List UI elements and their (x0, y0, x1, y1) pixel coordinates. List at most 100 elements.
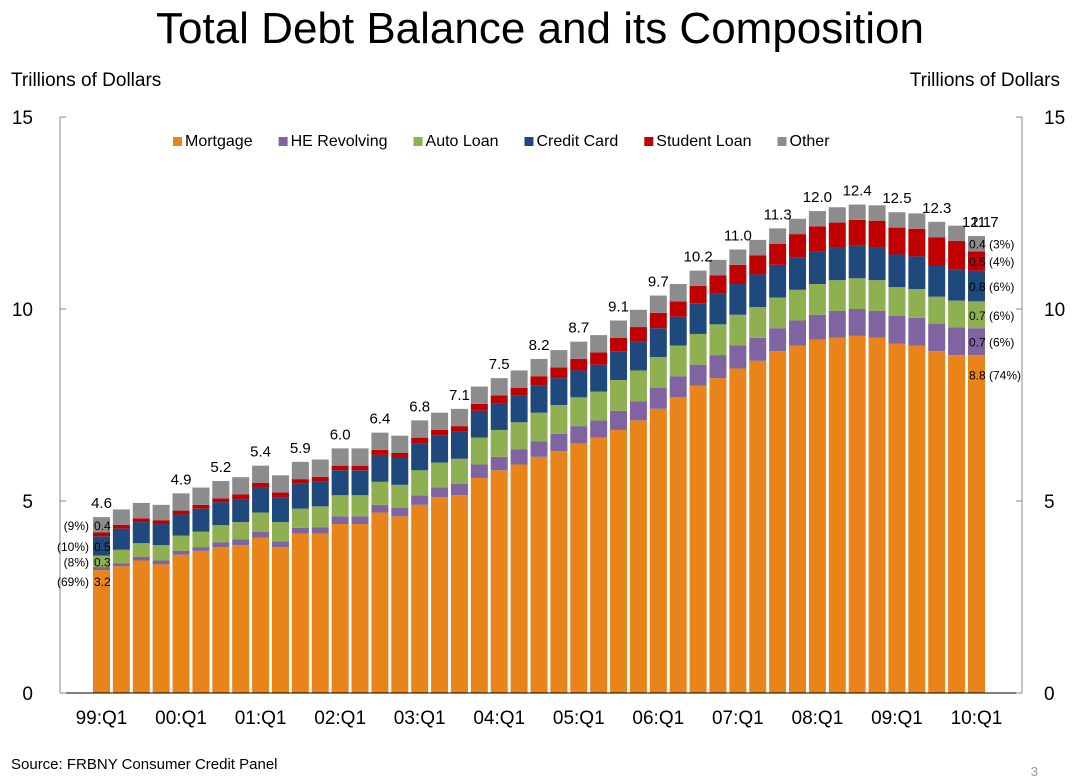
bar-credit-card (450, 431, 468, 459)
bar-student-loan (450, 426, 468, 432)
bar-he-revolving (570, 426, 588, 444)
bar-student-loan (112, 524, 130, 529)
bar-other (629, 309, 647, 328)
bar-he-revolving (431, 487, 449, 498)
total-label: 8.7 (568, 320, 589, 337)
bar-auto-loan (749, 307, 767, 338)
bar-mortgage (610, 429, 628, 693)
y-tick-label-right: 5 (1044, 492, 1055, 513)
bar-credit-card (590, 364, 608, 392)
bar-he-revolving (212, 542, 230, 548)
bar-other (689, 270, 707, 286)
bar-mortgage (649, 408, 667, 693)
bar-student-loan (888, 227, 906, 255)
bar-student-loan (93, 532, 110, 537)
bar-auto-loan (291, 508, 309, 528)
bar-student-loan (391, 453, 409, 458)
bar-credit-card (888, 254, 906, 288)
bar-credit-card (570, 370, 588, 398)
bar-credit-card (789, 257, 807, 290)
bar-student-loan (252, 482, 270, 488)
legend-label-mortgage: Mortgage (185, 133, 253, 150)
bar-auto-loan (948, 300, 966, 328)
x-tick-label: 02:Q1 (314, 708, 366, 729)
bar-he-revolving (232, 539, 250, 546)
bar-other (968, 236, 985, 252)
y-tick-label-left: 0 (22, 684, 33, 705)
last-bar-share-label: (3%) (989, 238, 1014, 252)
y-tick-label-left: 5 (22, 492, 33, 513)
bar-auto-loan (570, 397, 588, 427)
bar-he-revolving (729, 345, 747, 369)
total-label: 7.1 (449, 387, 470, 404)
total-label: 5.2 (210, 459, 231, 476)
bar-student-loan (351, 465, 369, 471)
total-label: 10.2 (683, 249, 712, 266)
bar-he-revolving (192, 547, 210, 551)
bar-student-loan (510, 387, 528, 396)
bar-student-loan (291, 479, 309, 484)
bar-mortgage (411, 504, 429, 693)
x-tick-label: 07:Q1 (712, 708, 764, 729)
bar-other (291, 461, 309, 480)
total-label: 8.2 (529, 337, 550, 354)
y-tick-label-left: 10 (12, 300, 33, 321)
bar-mortgage (908, 345, 926, 693)
bar-mortgage (928, 351, 946, 693)
bar-credit-card (868, 247, 886, 281)
bar-credit-card (232, 499, 250, 523)
bar-other (112, 509, 130, 525)
bar-credit-card (490, 403, 508, 430)
bar-credit-card (689, 303, 707, 334)
bar-credit-card (271, 497, 289, 523)
bar-other (749, 239, 767, 256)
bar-he-revolving (629, 401, 647, 421)
bar-student-loan (371, 449, 389, 455)
legend-label-student-loan: Student Loan (656, 133, 751, 150)
y-tick-label-right: 10 (1044, 300, 1065, 321)
bar-other (530, 358, 548, 377)
bar-credit-card (93, 536, 110, 556)
bar-student-loan (590, 352, 608, 365)
bar-mortgage (371, 512, 389, 693)
bar-student-loan (152, 520, 170, 525)
bar-he-revolving (112, 563, 130, 567)
bar-other (769, 228, 787, 244)
bar-student-loan (808, 226, 826, 252)
bar-other (550, 350, 568, 368)
bar-credit-card (411, 443, 429, 471)
bar-he-revolving (351, 516, 369, 525)
source-note: Source: FRBNY Consumer Credit Panel (11, 756, 278, 773)
y-tick-label-right: 0 (1044, 684, 1055, 705)
bar-he-revolving (808, 314, 826, 340)
bar-student-loan (311, 476, 329, 482)
legend-label-credit-card: Credit Card (536, 133, 618, 150)
bar-auto-loan (192, 531, 210, 548)
bar-auto-loan (769, 297, 787, 329)
bar-other (709, 259, 727, 276)
bar-mortgage (510, 464, 528, 693)
bar-other (152, 504, 170, 521)
bar-other (888, 212, 906, 228)
bar-he-revolving (132, 556, 150, 561)
bar-auto-loan (510, 422, 528, 450)
bar-student-loan (669, 301, 687, 317)
bar-student-loan (769, 243, 787, 265)
bar-he-revolving (649, 387, 667, 409)
bar-he-revolving (470, 464, 488, 478)
bar-credit-card (112, 528, 130, 550)
first-bar-value-label: 0.3 (94, 555, 111, 569)
bar-student-loan (868, 220, 886, 248)
bar-credit-card (808, 251, 826, 285)
bar-student-loan (689, 285, 707, 304)
legend-swatch-auto-loan (413, 137, 423, 146)
chart-title: Total Debt Balance and its Composition (156, 4, 924, 53)
bar-other (470, 386, 488, 404)
bar-credit-card (311, 481, 329, 507)
bar-auto-loan (411, 470, 429, 496)
labels-layer: 4.6 4.9 5.2 5.4 5.9 6.0 6.4 6.8 7.1 7.5 8.2 8.7 9.1 9… (57, 183, 1021, 589)
total-label: 9.1 (608, 299, 629, 316)
bar-student-loan (470, 403, 488, 411)
bar-credit-card (530, 385, 548, 413)
